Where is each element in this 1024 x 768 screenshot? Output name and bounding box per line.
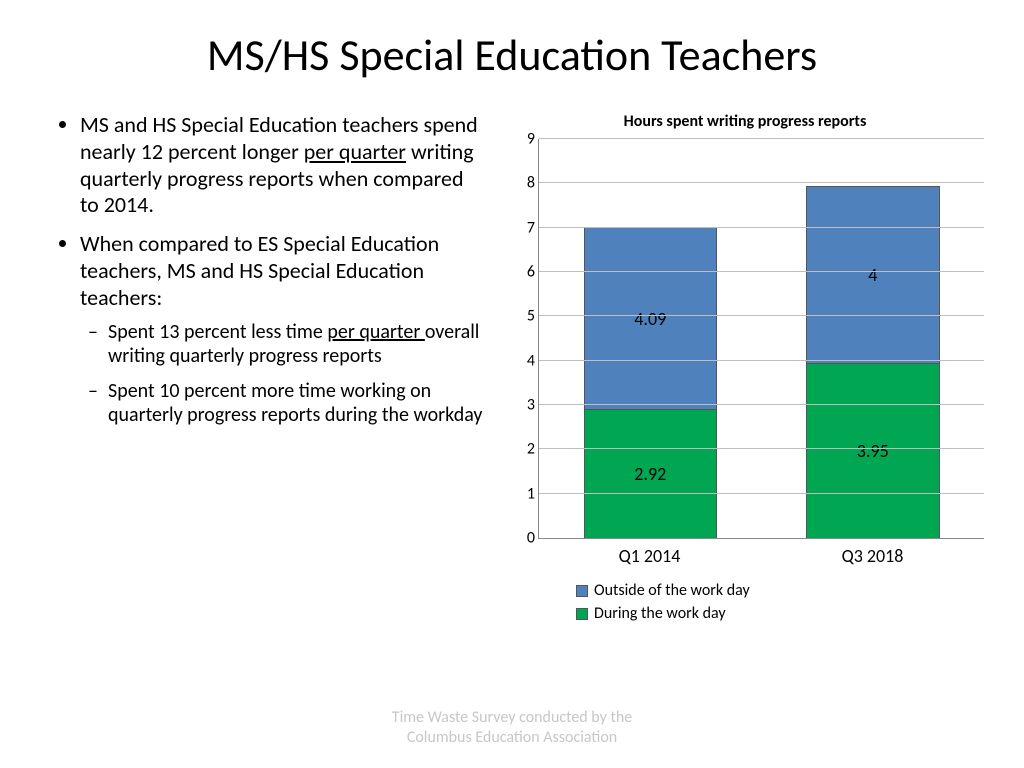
y-axis-label: 2 xyxy=(511,440,535,459)
legend-swatch xyxy=(576,608,588,620)
sub-bullet-2: Spent 10 percent more time working on qu… xyxy=(108,379,486,428)
bullet-1-underline: per quarter xyxy=(304,138,406,165)
grid-line xyxy=(539,448,984,449)
footer-line-2: Columbus Education Association xyxy=(0,728,1024,748)
sub-bullet-1-underline: per quarter xyxy=(327,320,424,344)
grid-line xyxy=(539,404,984,405)
y-axis-label: 0 xyxy=(511,529,535,548)
bar-segment: 4 xyxy=(807,187,939,364)
y-axis-label: 9 xyxy=(511,130,535,149)
legend-swatch xyxy=(576,585,588,597)
bullet-2-text: When compared to ES Special Education te… xyxy=(80,230,439,311)
bullet-2: When compared to ES Special Education te… xyxy=(80,231,486,427)
chart-panel: Hours spent writing progress reports 2.9… xyxy=(506,112,984,627)
y-axis-label: 4 xyxy=(511,351,535,370)
chart-wrap: 2.924.093.954 0123456789 xyxy=(506,139,984,539)
bullet-list: MS and HS Special Education teachers spe… xyxy=(56,112,486,627)
footer-line-1: Time Waste Survey conducted by the xyxy=(0,708,1024,728)
grid-line xyxy=(539,360,984,361)
legend-label: Outside of the work day xyxy=(594,581,750,600)
content-row: MS and HS Special Education teachers spe… xyxy=(0,102,1024,627)
stacked-bar: 2.924.09 xyxy=(584,227,718,538)
grid-line xyxy=(539,315,984,316)
grid-line xyxy=(539,227,984,228)
bar-segment: 4.09 xyxy=(585,228,717,409)
y-axis-label: 3 xyxy=(511,396,535,415)
bar-segment: 2.92 xyxy=(585,409,717,538)
legend-item: During the work day xyxy=(576,604,984,623)
bullet-1: MS and HS Special Education teachers spe… xyxy=(80,112,486,219)
sub-bullet-1: Spent 13 percent less time per quarter o… xyxy=(108,320,486,369)
stacked-bar: 3.954 xyxy=(806,186,940,538)
grid-line xyxy=(539,182,984,183)
plot-area: 2.924.093.954 0123456789 xyxy=(538,139,984,539)
x-axis-label: Q3 2018 xyxy=(761,545,984,567)
x-axis-label: Q1 2014 xyxy=(538,545,761,567)
y-axis-label: 5 xyxy=(511,307,535,326)
y-axis-label: 1 xyxy=(511,484,535,503)
grid-line xyxy=(539,271,984,272)
sub-bullet-1-pre: Spent 13 percent less time xyxy=(108,320,327,344)
legend-item: Outside of the work day xyxy=(576,581,984,600)
legend-label: During the work day xyxy=(594,604,726,623)
y-axis-label: 8 xyxy=(511,174,535,193)
chart-title: Hours spent writing progress reports xyxy=(506,112,984,131)
bar-segment: 3.95 xyxy=(807,363,939,538)
bars-row: 2.924.09 3.954 xyxy=(539,139,984,538)
bar-slot: 3.954 xyxy=(762,139,985,538)
grid-line xyxy=(539,493,984,494)
grid-line xyxy=(539,138,984,139)
slide-title: MS/HS Special Education Teachers xyxy=(0,0,1024,102)
y-axis-label: 7 xyxy=(511,218,535,237)
x-axis-labels: Q1 2014Q3 2018 xyxy=(506,545,984,567)
bar-slot: 2.924.09 xyxy=(539,139,762,538)
chart-legend: Outside of the work day During the work d… xyxy=(506,581,984,623)
footer-credit: Time Waste Survey conducted by the Colum… xyxy=(0,708,1024,748)
y-axis-label: 6 xyxy=(511,263,535,282)
